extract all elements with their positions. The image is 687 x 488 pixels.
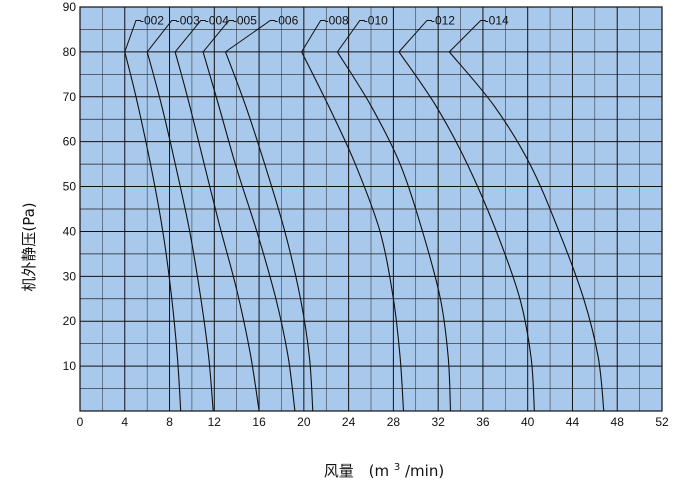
x-tick-label: 28 — [387, 415, 401, 429]
curve-012 — [398, 51, 535, 412]
x-tick-label: 32 — [431, 415, 445, 429]
x-axis-label: 风量 (m 3 /min) — [324, 456, 444, 480]
leader-010 — [337, 19, 365, 53]
curve-label-leaders — [124, 19, 486, 53]
y-tick-label: 60 — [63, 135, 77, 149]
x-axis-unit-prefix: (m — [369, 462, 389, 480]
curve-005 — [202, 51, 296, 412]
leader-008 — [301, 19, 326, 53]
curve-008 — [301, 51, 405, 412]
y-tick-label: 70 — [63, 90, 77, 104]
leader-014 — [448, 19, 486, 53]
x-tick-label: 52 — [655, 415, 669, 429]
y-tick-label: 50 — [63, 180, 77, 194]
leader-002 — [124, 19, 141, 53]
label-002: -002 — [140, 13, 164, 27]
y-axis-label: 机外静压(Pa) — [20, 202, 38, 291]
curve-003 — [146, 51, 214, 412]
x-tick-label: 8 — [166, 415, 173, 429]
y-axis-tick-labels: 10 20 30 40 50 60 70 80 90 — [63, 0, 77, 373]
y-tick-label: 90 — [63, 0, 77, 14]
leader-005 — [202, 19, 234, 53]
x-tick-label: 36 — [476, 415, 490, 429]
x-tick-label: 44 — [566, 415, 580, 429]
x-axis-label-text: 风量 — [324, 462, 354, 480]
y-tick-label: 40 — [63, 224, 77, 238]
x-tick-label: 16 — [252, 415, 266, 429]
label-008: -008 — [325, 13, 349, 27]
curve-002 — [124, 51, 182, 412]
x-tick-label: 20 — [297, 415, 311, 429]
label-005: -005 — [233, 13, 257, 27]
major-gridlines — [79, 6, 663, 411]
x-tick-label: 4 — [121, 415, 128, 429]
label-010: -010 — [364, 13, 388, 27]
y-tick-label: 80 — [63, 45, 77, 59]
minor-gridlines — [80, 7, 662, 411]
x-tick-label: 12 — [208, 415, 222, 429]
y-tick-label: 10 — [63, 359, 77, 373]
label-003: -003 — [176, 13, 200, 27]
performance-curves — [124, 51, 605, 412]
y-tick-label: 20 — [63, 314, 77, 328]
label-012: -012 — [431, 13, 455, 27]
label-004: -004 — [205, 13, 229, 27]
curve-labels: -002 -003 -004 -005 -006 -008 -010 -012 -014 — [140, 13, 509, 27]
leader-003 — [146, 19, 177, 53]
curve-010 — [336, 51, 452, 412]
x-axis-tick-labels: 0 4 8 12 16 20 24 28 32 36 40 44 48 52 — [77, 415, 669, 429]
leader-004 — [174, 19, 206, 53]
plot-frame — [79, 6, 663, 412]
x-tick-label: 40 — [521, 415, 535, 429]
label-006: -006 — [274, 13, 298, 27]
label-014: -014 — [485, 13, 509, 27]
x-axis-unit-suffix: /min) — [405, 462, 444, 480]
curve-004 — [174, 51, 260, 412]
x-tick-label: 0 — [77, 415, 84, 429]
curve-014 — [448, 51, 605, 412]
x-tick-label: 48 — [611, 415, 625, 429]
x-axis-unit-superscript: 3 — [394, 462, 400, 473]
x-tick-label: 24 — [342, 415, 356, 429]
y-tick-label: 30 — [63, 269, 77, 283]
leader-012 — [398, 19, 432, 53]
curve-006 — [224, 51, 314, 412]
leader-006 — [225, 19, 276, 53]
